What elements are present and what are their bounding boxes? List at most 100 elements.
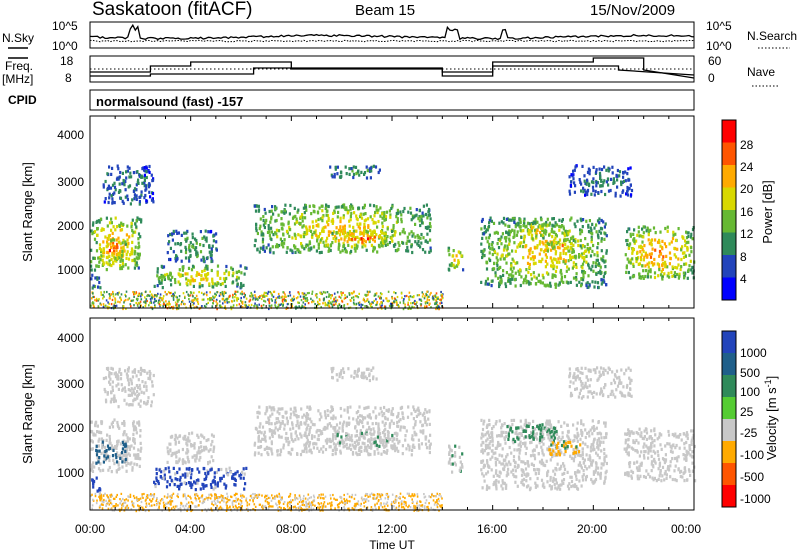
power-cell-r6 xyxy=(385,210,389,214)
power-ground-scatter-cell xyxy=(303,305,306,309)
power-cell-r6 xyxy=(350,249,353,253)
vel-cell-r10 xyxy=(578,470,581,474)
vel-cell-r3 xyxy=(143,369,146,373)
power-ground-scatter-cell xyxy=(92,295,94,298)
power-cell-r3 xyxy=(104,179,107,184)
power-cell-r10 xyxy=(529,282,532,286)
power-cell-r10 xyxy=(554,282,557,286)
vel-cell-r9 xyxy=(451,462,454,466)
power-cell-r7 xyxy=(352,234,355,238)
power-cell-r3 xyxy=(108,186,111,190)
power-ground-scatter-cell xyxy=(368,300,370,303)
power-cell-r10 xyxy=(519,218,522,222)
vel-cell-r4 xyxy=(154,484,157,489)
power-ground-scatter-cell xyxy=(303,292,306,295)
power-cell-r10 xyxy=(544,259,547,263)
power-ground-scatter-cell xyxy=(256,306,258,309)
power-cell-r5 xyxy=(188,259,191,263)
vel-cell-r6 xyxy=(377,430,380,434)
power-cell-r5 xyxy=(195,246,198,250)
power-cell-r1 xyxy=(108,254,111,258)
power-ground-scatter-cell xyxy=(374,294,377,297)
power-cell-r6 xyxy=(271,245,274,249)
power-cell-r13 xyxy=(682,236,685,240)
power-ground-scatter-cell xyxy=(368,302,371,305)
vel-cell-r7 xyxy=(373,440,376,444)
vel-cell-r4 xyxy=(193,480,196,484)
power-cell-r6 xyxy=(417,240,420,244)
power-cell-r10 xyxy=(569,280,572,284)
power-ground-scatter-cell xyxy=(174,301,177,304)
vel-cell-r10 xyxy=(543,485,546,489)
power-ground-scatter-cell xyxy=(221,306,223,309)
power-cell-r6 xyxy=(411,214,414,218)
power-cell-r10 xyxy=(575,278,578,282)
power-cell-r6 xyxy=(294,250,297,254)
power-ground-scatter-cell xyxy=(154,306,156,309)
power-cell-r3 xyxy=(108,192,111,196)
vel-cell-r4 xyxy=(190,485,193,490)
power-cell-r5 xyxy=(174,256,177,261)
power-cell-r5 xyxy=(196,253,199,257)
power-ground-scatter-cell xyxy=(219,293,222,296)
frequency-line xyxy=(90,61,695,76)
power-cell-r6 xyxy=(377,219,380,224)
power-cell-r0 xyxy=(112,241,115,246)
vel-cell-r1 xyxy=(121,451,124,455)
power-cell-r6 xyxy=(291,216,295,220)
vel-cell-r6 xyxy=(404,438,407,442)
power-ground-scatter-cell xyxy=(270,298,273,301)
vel-cell-r6 xyxy=(267,416,270,420)
vel-cell-r4 xyxy=(176,478,179,482)
power-cell-r8 xyxy=(352,165,355,169)
power-cell-r13 xyxy=(685,241,688,245)
power-cell-r6 xyxy=(412,232,415,236)
power-cell-r12 xyxy=(558,242,561,246)
power-cell-r6 xyxy=(429,246,432,250)
power-cell-r10 xyxy=(499,257,502,261)
power-cell-r6 xyxy=(334,239,337,243)
vel-cell-r6 xyxy=(273,408,276,412)
vel-cell-r6 xyxy=(310,420,313,424)
power-cell-r10 xyxy=(585,219,588,223)
power-cell-r7 xyxy=(363,231,366,235)
vel-cell-r0 xyxy=(135,431,138,435)
vel-cell-r6 xyxy=(296,452,299,456)
power-ground-scatter-cell xyxy=(394,292,397,295)
vel-cell-r6 xyxy=(264,412,267,416)
power-cell-r13 xyxy=(653,275,657,280)
power-cell-r4 xyxy=(190,275,193,279)
vel-cell-r7 xyxy=(350,436,353,440)
power-cell-r6 xyxy=(257,209,260,213)
power-ground-scatter-cell xyxy=(413,306,415,309)
power-cell-r10 xyxy=(513,219,516,223)
power-ground-scatter-cell xyxy=(268,301,271,304)
vel-cell-r6 xyxy=(318,418,321,422)
vel-cell-r5 xyxy=(195,456,198,460)
power-ground-scatter-cell xyxy=(90,304,92,307)
power-cell-r10 xyxy=(541,281,544,285)
power-cell-r13 xyxy=(626,230,629,234)
vel-cell-r6 xyxy=(359,419,362,424)
power-ground-scatter-cell xyxy=(282,304,284,307)
power-cell-r10 xyxy=(545,255,548,259)
vel-cell-r6 xyxy=(322,427,325,431)
power-ground-scatter-cell xyxy=(358,303,361,307)
vel-cell-r9 xyxy=(448,460,451,464)
power-cell-r4 xyxy=(179,274,182,278)
power-cell-r1 xyxy=(113,238,116,242)
power-cell-r6 xyxy=(381,216,384,220)
power-ground-scatter-cell xyxy=(187,293,189,296)
vel-cell-r6 xyxy=(334,443,337,447)
power-ground-scatter-cell xyxy=(161,299,164,302)
power-cell-r11 xyxy=(527,232,530,236)
power-cell-r0 xyxy=(133,252,136,256)
power-cell-r8 xyxy=(351,169,354,173)
power-cell-r0 xyxy=(125,233,128,237)
power-ground-scatter-cell xyxy=(361,307,364,311)
vel-cell-r3 xyxy=(125,372,128,376)
vel-cell-r7 xyxy=(367,439,370,443)
vel-cell-r4 xyxy=(234,471,237,475)
vel-cell-r6 xyxy=(385,451,388,455)
power-cell-r14 xyxy=(621,190,624,194)
